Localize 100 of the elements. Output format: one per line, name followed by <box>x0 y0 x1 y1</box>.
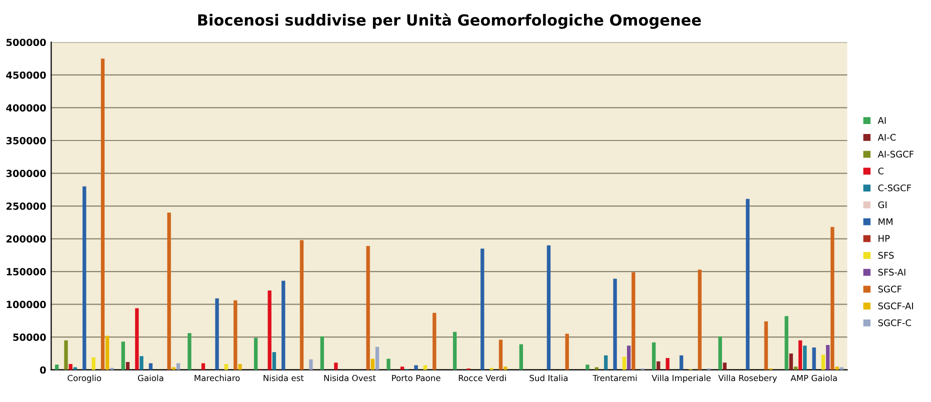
bar <box>840 367 844 370</box>
legend-label: SFS <box>878 252 894 259</box>
bar <box>698 270 702 370</box>
bar <box>613 278 617 370</box>
x-tick-label: Trentaremi <box>592 374 637 382</box>
bar <box>375 346 380 370</box>
bar <box>238 364 242 370</box>
bar <box>656 361 660 370</box>
bar <box>826 344 830 370</box>
bar <box>386 358 390 370</box>
bar <box>626 346 631 370</box>
x-tick-label: Nisida est <box>264 374 304 382</box>
legend-label: HP <box>878 235 890 242</box>
bar <box>172 367 176 370</box>
x-tick-label: Gaiola <box>138 374 164 382</box>
bar <box>300 240 304 370</box>
bar <box>812 348 816 370</box>
bar <box>480 248 484 370</box>
x-tick-label: AMP Gaiola <box>790 374 837 382</box>
bar <box>586 364 590 370</box>
legend-label: AI <box>878 117 886 124</box>
bar <box>366 246 370 370</box>
bar <box>821 354 826 370</box>
y-tick-label: 100000 <box>6 300 46 308</box>
bar <box>268 290 272 370</box>
x-tick-label: Porto Paone <box>392 374 440 382</box>
bar <box>498 340 503 370</box>
bar <box>92 357 96 370</box>
legend-label: SGCF-AI <box>878 302 913 310</box>
bar <box>320 336 324 370</box>
bar <box>803 346 807 370</box>
y-tick-label: 150000 <box>6 268 46 276</box>
x-tick-label: Nisida Ovest <box>324 374 376 382</box>
bar <box>135 308 139 370</box>
y-tick-label: 200000 <box>6 235 46 243</box>
bar <box>54 364 59 370</box>
bar <box>666 358 670 370</box>
bar <box>722 362 727 370</box>
bar <box>594 367 599 370</box>
bar <box>830 226 834 370</box>
y-tick-label: 350000 <box>6 136 46 144</box>
legend-label: MM <box>878 218 892 225</box>
bar <box>746 198 750 370</box>
legend-label: C-SGCF <box>878 184 911 192</box>
bar <box>604 355 608 370</box>
bar <box>452 332 457 370</box>
bar <box>82 186 86 370</box>
legend-label: SGCF-C <box>878 319 912 326</box>
bar <box>215 298 219 370</box>
bar <box>565 334 569 370</box>
y-tick-label: 400000 <box>6 104 46 112</box>
bar <box>334 362 338 370</box>
bar <box>370 358 375 370</box>
bar <box>835 366 839 370</box>
legend-label: AI-SGCF <box>878 150 914 158</box>
y-tick-label: 450000 <box>6 71 46 79</box>
y-tick-label: 300000 <box>6 170 46 178</box>
bar <box>126 362 130 370</box>
bar <box>546 245 551 370</box>
bar <box>100 58 105 370</box>
legend-label: SFS-AI <box>878 268 906 276</box>
bar <box>652 342 656 370</box>
bar <box>254 338 258 370</box>
bar <box>167 212 171 370</box>
bar <box>309 359 313 370</box>
x-tick-label: Marechiaro <box>194 374 240 382</box>
legend-label: GI <box>878 201 887 208</box>
bar <box>282 280 286 370</box>
bar <box>140 356 144 370</box>
bar <box>272 352 276 370</box>
bar <box>718 336 722 370</box>
bar <box>764 321 768 370</box>
x-tick-label: Sud Italia <box>530 374 568 382</box>
x-tick-label: Rocce Verdi <box>458 374 506 382</box>
bar <box>105 336 110 370</box>
bar <box>64 340 68 370</box>
y-tick-label: 50000 <box>13 334 46 341</box>
bar <box>784 316 788 370</box>
y-tick-label: 500000 <box>6 38 46 46</box>
bar <box>622 356 626 370</box>
bar <box>632 272 636 370</box>
chart-title: Biocenosi suddivise per Unità Geomorfologiche Omogenee <box>198 13 701 29</box>
x-tick-label: Coroglio <box>68 374 102 383</box>
bar <box>798 340 802 370</box>
bar <box>414 365 418 370</box>
bar <box>121 342 125 370</box>
bar <box>234 300 238 370</box>
legend-label: AI-C <box>878 134 896 141</box>
bar <box>73 367 78 370</box>
legend-label: SGCF <box>878 286 902 292</box>
bar <box>432 312 436 370</box>
bar <box>680 355 684 370</box>
y-tick-label: 0 <box>40 366 46 374</box>
bar <box>188 333 192 370</box>
x-tick-label: Villa Rosebery <box>718 374 777 383</box>
x-tick-label: Villa Imperiale <box>652 374 711 383</box>
bar <box>519 344 523 370</box>
y-tick-label: 250000 <box>6 202 46 210</box>
bar <box>789 353 793 370</box>
legend-label: C <box>878 168 884 174</box>
